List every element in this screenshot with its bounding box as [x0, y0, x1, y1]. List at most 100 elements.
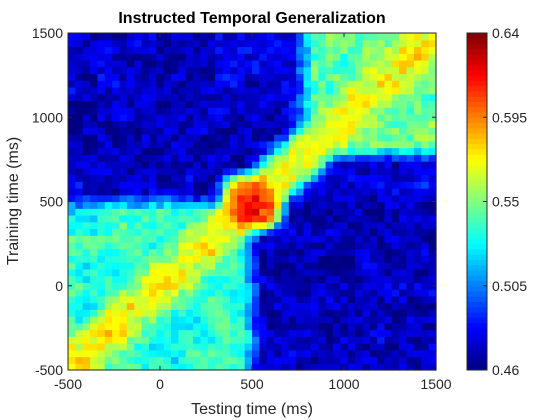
heatmap-cell [215, 73, 224, 81]
heatmap-cell [148, 356, 157, 364]
heatmap-cell [384, 86, 393, 95]
heatmap-cell [296, 181, 305, 189]
heatmap-cell [303, 221, 312, 230]
heatmap-cell [163, 221, 172, 230]
heatmap-cell [68, 221, 76, 230]
heatmap-cell [97, 241, 106, 250]
heatmap-cell [97, 86, 106, 95]
heatmap-cell [193, 201, 202, 209]
heatmap-cell [421, 66, 430, 75]
heatmap-cell [355, 316, 363, 324]
heatmap-cell [347, 188, 356, 196]
heatmap-cell [244, 228, 253, 236]
heatmap-cell [119, 329, 128, 337]
heatmap-cell [303, 356, 312, 364]
heatmap-cell [156, 113, 165, 122]
heatmap-cell [141, 268, 150, 277]
heatmap-cell [318, 363, 327, 371]
heatmap-cell [75, 154, 84, 162]
heatmap-cell [171, 194, 179, 203]
heatmap-cell [355, 268, 363, 277]
heatmap-cell [259, 66, 268, 75]
heatmap-cell [384, 174, 393, 182]
heatmap-cell [391, 275, 400, 283]
heatmap-cell [193, 140, 202, 149]
heatmap-cell [399, 86, 408, 95]
heatmap-cell [288, 302, 297, 310]
heatmap-cell [281, 188, 290, 196]
heatmap-cell [237, 134, 246, 142]
heatmap-cell [428, 181, 437, 189]
heatmap-cell [68, 356, 76, 364]
heatmap-cell [200, 349, 209, 358]
heatmap-cell [303, 39, 312, 48]
heatmap-cell [237, 59, 246, 68]
heatmap-cell [332, 80, 341, 88]
heatmap-cell [362, 181, 371, 189]
heatmap-cell [178, 268, 187, 277]
heatmap-cell [274, 154, 283, 162]
heatmap-cell [229, 248, 238, 257]
heatmap-cell [303, 201, 312, 209]
heatmap-cell [252, 208, 260, 216]
heatmap-cell [332, 235, 341, 243]
heatmap-cell [428, 93, 437, 101]
heatmap-cell [200, 336, 209, 344]
heatmap-cell [266, 73, 275, 81]
heatmap-cell [332, 134, 341, 142]
heatmap-cell [222, 349, 231, 358]
heatmap-cell [134, 134, 143, 142]
heatmap-cell [156, 201, 165, 209]
colorbar-segment [467, 127, 487, 134]
heatmap-cell [340, 289, 349, 297]
heatmap-cell [97, 316, 106, 324]
heatmap-cell [119, 140, 128, 149]
heatmap-cell [141, 161, 150, 169]
heatmap-cell [288, 39, 297, 48]
heatmap-cell [171, 221, 179, 230]
heatmap-cell [185, 53, 194, 61]
heatmap-cell [274, 194, 283, 203]
heatmap-cell [215, 120, 224, 128]
heatmap-cell [104, 66, 113, 75]
heatmap-cell [281, 39, 290, 48]
heatmap-cell [141, 134, 150, 142]
heatmap-cell [229, 134, 238, 142]
heatmap-cell [215, 53, 224, 61]
heatmap-cell [222, 262, 231, 270]
heatmap-cell [421, 336, 430, 344]
heatmap-cell [141, 39, 150, 48]
heatmap-cell [141, 154, 150, 162]
heatmap-cell [104, 154, 113, 162]
heatmap-cell [318, 66, 327, 75]
heatmap-cell [222, 46, 231, 54]
heatmap-cell [104, 275, 113, 283]
heatmap-cell [347, 140, 356, 149]
heatmap-cell [252, 295, 260, 304]
heatmap-cell [207, 39, 216, 48]
heatmap-cell [148, 147, 157, 155]
heatmap-cell [148, 208, 157, 216]
heatmap-cell [399, 201, 408, 209]
heatmap-cell [266, 316, 275, 324]
heatmap-cell [259, 39, 268, 48]
heatmap-cell [104, 322, 113, 331]
heatmap-cell [237, 322, 246, 331]
heatmap-cell [355, 322, 363, 331]
heatmap-cell [340, 349, 349, 358]
heatmap-cell [200, 80, 209, 88]
heatmap-cell [310, 282, 319, 290]
heatmap-cell [421, 93, 430, 101]
colorbar-segment [467, 33, 487, 39]
heatmap-cell [252, 282, 260, 290]
heatmap-cell [229, 295, 238, 304]
heatmap-cell [222, 268, 231, 277]
heatmap-cell [229, 188, 238, 196]
heatmap-cell [156, 228, 165, 236]
heatmap-cell [119, 282, 128, 290]
heatmap-cell [222, 161, 231, 169]
heatmap-cell [347, 46, 356, 54]
heatmap-cell [347, 127, 356, 135]
heatmap-cell [215, 161, 224, 169]
heatmap-cell [126, 329, 135, 337]
